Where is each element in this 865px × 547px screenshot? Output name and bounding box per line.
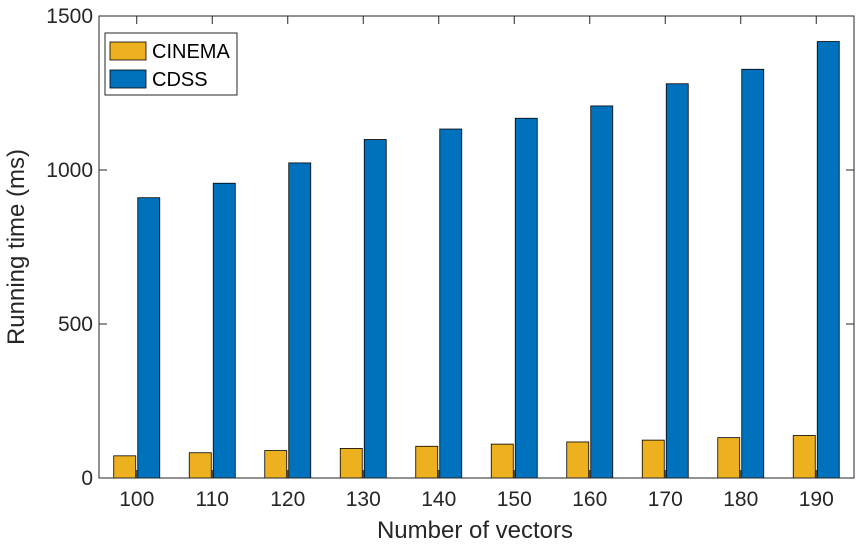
bar-cinema-160 — [566, 441, 590, 479]
bar-cinema-170 — [641, 439, 665, 479]
x-tick-label-120: 120 — [270, 488, 305, 511]
bar-cdss-140 — [439, 128, 463, 479]
x-tick-label-190: 190 — [799, 488, 834, 511]
bar-cdss-120 — [288, 162, 312, 479]
bar-cinema-110 — [188, 452, 212, 479]
bar-cdss-150 — [514, 117, 538, 479]
bar-cdss-130 — [363, 139, 387, 479]
bar-cinema-120 — [264, 450, 288, 479]
x-tick-label-100: 100 — [119, 488, 154, 511]
bar-cdss-160 — [590, 105, 614, 479]
x-tick-label-140: 140 — [421, 488, 456, 511]
bar-cdss-110 — [212, 182, 236, 479]
y-tick-label-1500: 1500 — [46, 5, 93, 28]
x-axis-title: Number of vectors — [377, 517, 573, 544]
x-tick-label-170: 170 — [648, 488, 683, 511]
legend-swatch-cinema — [109, 41, 147, 61]
bar-cdss-190 — [816, 41, 840, 479]
y-tick-label-0: 0 — [81, 467, 93, 490]
bar-cinema-180 — [717, 437, 741, 479]
x-tick-label-160: 160 — [572, 488, 607, 511]
x-tick-label-130: 130 — [346, 488, 381, 511]
x-tick-label-150: 150 — [497, 488, 532, 511]
legend: CINEMA CDSS — [104, 32, 238, 96]
plot-frame — [98, 15, 855, 479]
bar-cinema-140 — [415, 445, 439, 479]
bar-cdss-180 — [741, 68, 765, 479]
y-axis-title: Running time (ms) — [3, 149, 30, 345]
bar-cdss-100 — [137, 197, 161, 479]
bar-cdss-170 — [665, 83, 689, 479]
legend-label-cinema: CINEMA — [152, 41, 230, 63]
x-tick-label-180: 180 — [723, 488, 758, 511]
ticks-group: 0 500 1000 1500 100 110 120 130 140 150 160 170 180 1… — [46, 5, 854, 511]
legend-swatch-cdss — [109, 69, 147, 89]
bar-cinema-150 — [490, 443, 514, 479]
y-tick-label-500: 500 — [58, 313, 93, 336]
x-tick-label-110: 110 — [196, 488, 229, 511]
axes-group — [98, 15, 855, 479]
bar-cinema-100 — [113, 455, 137, 479]
bars-group — [113, 41, 840, 479]
legend-label-cdss: CDSS — [152, 69, 208, 91]
bar-cinema-190 — [792, 435, 816, 479]
bar-cinema-130 — [339, 448, 363, 479]
y-tick-label-1000: 1000 — [46, 159, 93, 182]
